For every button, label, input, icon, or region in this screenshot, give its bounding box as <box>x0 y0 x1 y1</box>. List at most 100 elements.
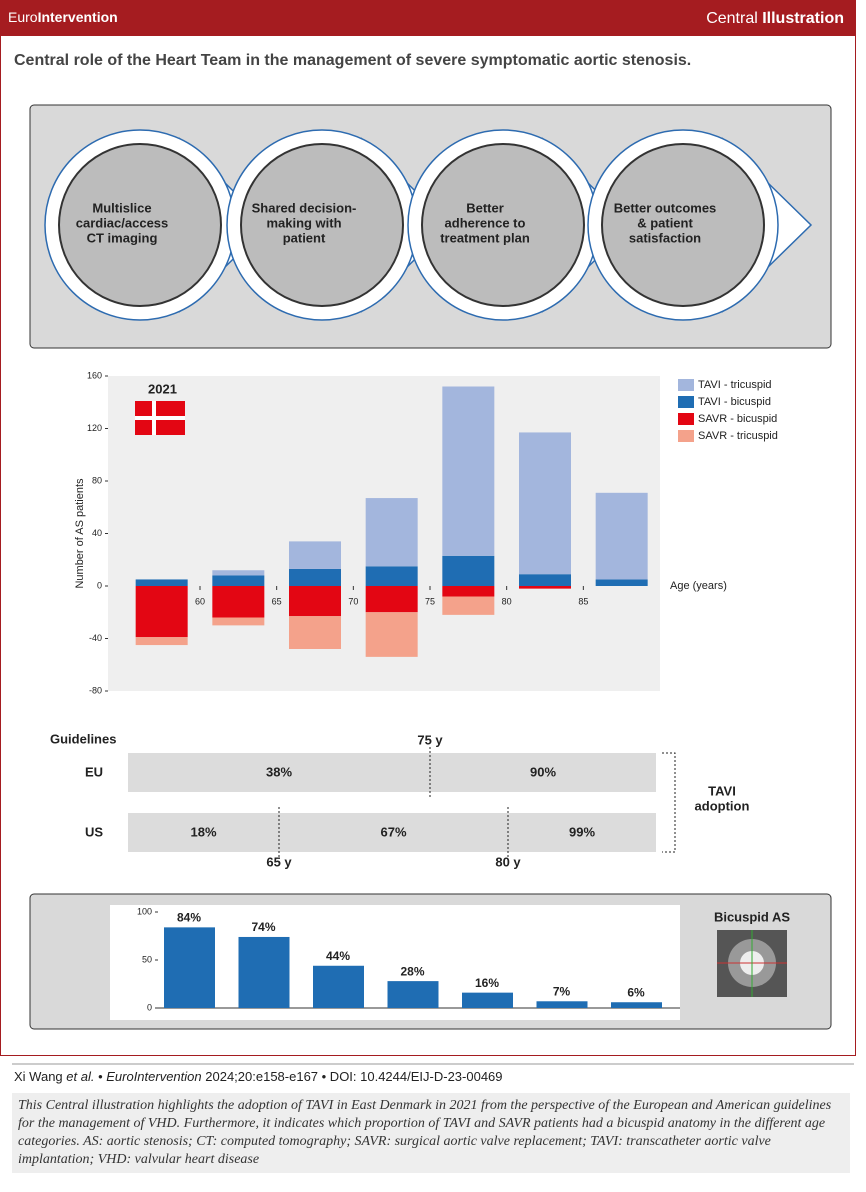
legend-label: TAVI - tricuspid <box>698 379 772 391</box>
row-label: EU <box>85 764 103 779</box>
bar-segment <box>595 579 648 586</box>
y-tick-label: 100 <box>137 906 152 916</box>
segment-label: 38% <box>266 764 292 779</box>
step-label: Multislice <box>92 200 151 215</box>
legend-label: TAVI - bicuspid <box>698 396 771 408</box>
step-label: patient <box>283 230 326 245</box>
cite-part: Xi Wang <box>14 1069 66 1084</box>
bar-segment <box>519 574 571 586</box>
chart-title: Bicuspid AS <box>714 909 790 924</box>
bar-segment <box>289 616 341 649</box>
cite-part: 2024;20:e158-e167 • DOI: 10.4244/EIJ-D-2… <box>202 1069 503 1084</box>
bracket-label: adoption <box>695 798 750 813</box>
bar-segment <box>135 637 188 646</box>
bar-segment <box>212 575 265 586</box>
y-tick-label: 0 <box>97 580 102 590</box>
y-tick-label: 120 <box>87 423 102 433</box>
bar-segment <box>289 541 341 569</box>
brand-part: Euro <box>8 9 38 25</box>
y-tick-label: 80 <box>92 475 102 485</box>
bar-segment <box>212 586 265 618</box>
cite-part: • <box>94 1069 106 1084</box>
bar <box>611 1002 662 1008</box>
step-label: making with <box>266 215 341 230</box>
bar-segment <box>365 586 418 613</box>
bar-segment <box>365 566 418 586</box>
step-label: cardiac/access <box>76 215 169 230</box>
bar-segment <box>442 386 495 556</box>
y-tick-label: -40 <box>89 633 102 643</box>
bar-segment <box>365 612 418 657</box>
bar-segment <box>365 498 418 567</box>
bar-segment <box>519 586 571 589</box>
step-label: CT imaging <box>87 230 158 245</box>
value-label: 7% <box>553 984 571 998</box>
x-tick-label: 80 <box>502 596 512 606</box>
cite-part: et al. <box>66 1069 94 1084</box>
step-circle <box>58 143 222 307</box>
cutoff-label: 80 y <box>495 854 521 869</box>
step-circle <box>601 143 765 307</box>
bar-segment <box>289 568 341 586</box>
y-tick-label: 160 <box>87 370 102 380</box>
x-tick-label: 85 <box>578 596 588 606</box>
value-label: 84% <box>177 911 201 925</box>
step-label: adherence to <box>445 215 526 230</box>
y-axis-label: Number of AS patients <box>74 478 86 589</box>
legend-label: SAVR - tricuspid <box>698 430 778 442</box>
value-label: 28% <box>400 964 424 978</box>
bar <box>238 936 290 1008</box>
bar-segment <box>442 596 495 615</box>
bar <box>164 927 215 1008</box>
y-tick-label: 0 <box>147 1002 152 1012</box>
bar-segment <box>519 432 571 575</box>
step-label: treatment plan <box>440 230 530 245</box>
label-part: Illustration <box>762 10 844 27</box>
caption: This Central illustration highlights the… <box>12 1093 850 1173</box>
guidelines-title: Guidelines <box>50 731 116 746</box>
figure-title: Central role of the Heart Team in the ma… <box>14 52 691 69</box>
legend-swatch <box>678 430 694 442</box>
bracket <box>662 752 676 853</box>
header-label: Central Illustration <box>706 10 844 27</box>
value-label: 74% <box>251 920 275 934</box>
legend-label: SAVR - bicuspid <box>698 413 777 425</box>
value-label: 6% <box>627 985 645 999</box>
segment-label: 18% <box>190 824 216 839</box>
x-tick-label: 70 <box>348 596 358 606</box>
citation: Xi Wang et al. • EuroIntervention 2024;2… <box>14 1069 503 1084</box>
step-label: Shared decision- <box>252 200 357 215</box>
bar <box>387 981 439 1008</box>
step-label: & patient <box>637 215 693 230</box>
step-label: satisfaction <box>629 230 701 245</box>
step-label: Better outcomes <box>614 200 717 215</box>
segment-label: 99% <box>569 824 595 839</box>
x-tick-label: 65 <box>272 596 282 606</box>
bar-segment <box>442 555 495 586</box>
legend-swatch <box>678 396 694 408</box>
label-part: Central <box>706 10 758 27</box>
y-tick-label: -80 <box>89 685 102 695</box>
step-label: Better <box>466 200 504 215</box>
bar <box>462 992 513 1008</box>
flag <box>135 401 185 435</box>
bar-segment <box>212 617 265 626</box>
bar <box>313 965 364 1008</box>
value-label: 16% <box>475 976 499 990</box>
bar-segment <box>135 586 188 638</box>
bar-segment <box>595 492 648 580</box>
chart-title: 2021 <box>148 381 177 396</box>
legend-swatch <box>678 413 694 425</box>
bar-segment <box>289 586 341 617</box>
step-circle <box>421 143 585 307</box>
bar-segment <box>135 579 188 586</box>
bar-segment <box>212 570 265 576</box>
ct-image <box>717 930 787 997</box>
bracket-label: TAVI <box>708 783 736 798</box>
segment-label: 67% <box>380 824 406 839</box>
y-tick-label: 50 <box>142 954 152 964</box>
x-axis-label: Age (years) <box>670 580 727 592</box>
legend-swatch <box>678 379 694 391</box>
